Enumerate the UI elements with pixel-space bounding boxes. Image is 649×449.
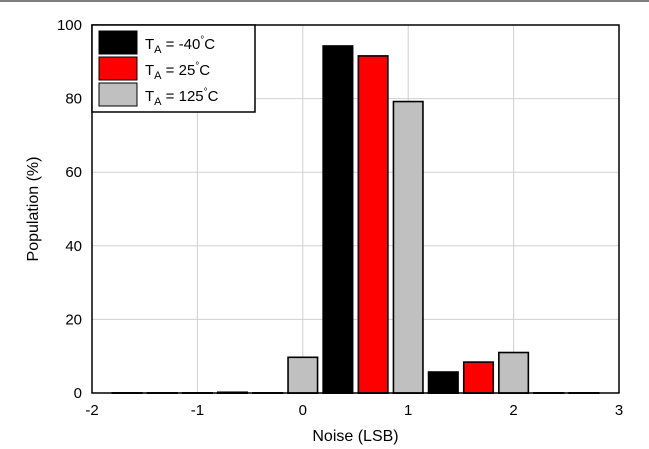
legend-swatch-1 bbox=[98, 30, 138, 55]
bars bbox=[111, 45, 600, 394]
bar-series-2-bin-10 bbox=[462, 361, 495, 394]
y-axis-label: Population (%) bbox=[25, 157, 42, 262]
top-rule bbox=[0, 0, 649, 2]
x-tick-label: -1 bbox=[191, 402, 204, 419]
legend-label-1: TA = -40°C bbox=[145, 35, 215, 56]
y-tick-label: 100 bbox=[57, 17, 82, 34]
x-tick-label: 0 bbox=[299, 402, 307, 419]
y-tick-label: 40 bbox=[65, 238, 82, 255]
x-axis-label: Noise (LSB) bbox=[312, 428, 398, 445]
x-tick-labels: -2 -1 0 1 2 3 bbox=[85, 402, 623, 419]
y-tick-label: 20 bbox=[65, 311, 82, 328]
y-tick-label: 60 bbox=[65, 164, 82, 181]
bar-series-1-bin-6 bbox=[322, 45, 354, 394]
legend-swatch-3 bbox=[98, 82, 138, 107]
x-tick-label: -2 bbox=[85, 402, 98, 419]
legend: TA = -40°C TA = 25°C TA = 125°C bbox=[91, 24, 256, 113]
legend-label-3: TA = 125°C bbox=[145, 87, 219, 108]
bar-series-3-bin-8 bbox=[392, 100, 424, 394]
plot-frame bbox=[91, 24, 620, 394]
x-tick-label: 1 bbox=[404, 402, 412, 419]
legend-label-2: TA = 25°C bbox=[145, 61, 210, 82]
x-tick-label: 2 bbox=[509, 402, 517, 419]
bar-series-3-bin-5 bbox=[287, 356, 319, 394]
x-tick-label: 3 bbox=[615, 402, 623, 419]
legend-swatch-2 bbox=[98, 56, 138, 81]
y-tick-label: 0 bbox=[74, 385, 82, 402]
bar-series-1-bin-9 bbox=[427, 371, 459, 394]
y-tick-labels: 0 20 40 60 80 100 bbox=[57, 17, 82, 402]
bar-series-2-bin-7 bbox=[357, 55, 389, 394]
bar-series-3-bin-11 bbox=[498, 351, 530, 394]
y-tick-label: 80 bbox=[65, 91, 82, 108]
